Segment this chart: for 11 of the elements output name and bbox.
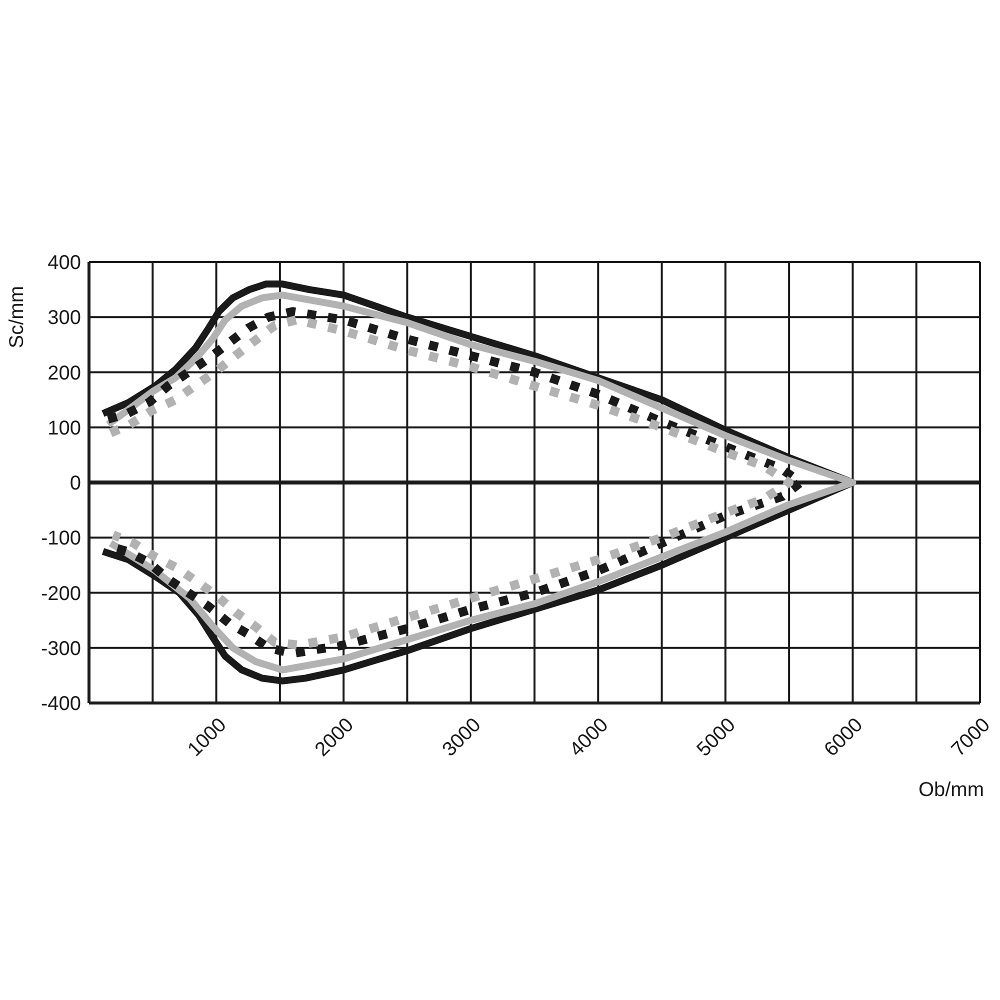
y-tick-label: 100	[48, 417, 81, 440]
y-tick-label: -400	[40, 693, 81, 716]
y-axis-title: Sc/mm	[6, 286, 28, 348]
x-axis-title: Ob/mm	[918, 778, 984, 802]
y-tick-label: -200	[40, 582, 81, 605]
y-tick-label: 300	[48, 307, 81, 330]
y-tick-label: 400	[48, 252, 81, 274]
y-tick-label: -100	[40, 528, 81, 550]
y-tick-label: 200	[48, 362, 81, 384]
y-tick-label: 0	[70, 472, 81, 495]
y-tick-label: -300	[40, 638, 81, 660]
